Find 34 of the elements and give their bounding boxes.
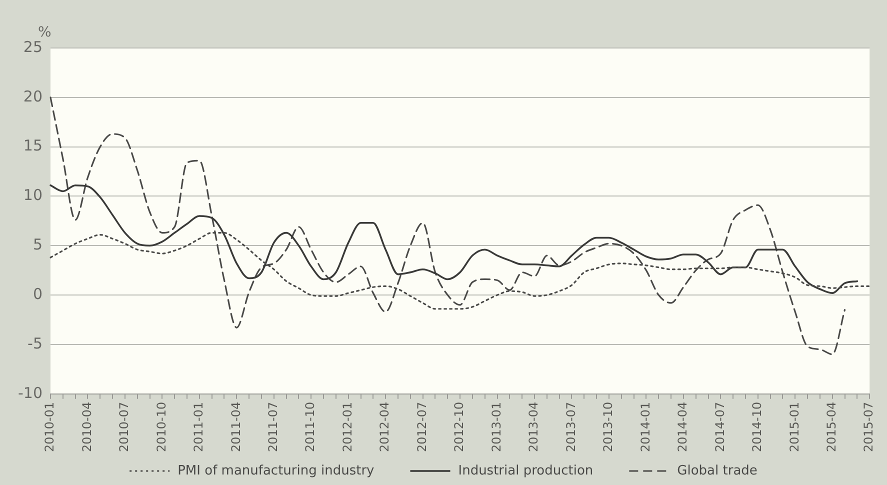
x-tick-label: 2010-10	[154, 402, 168, 452]
y-tick-label: 5	[32, 236, 42, 254]
x-tick-label: 2012-04	[378, 402, 392, 452]
y-tick-label: 20	[23, 87, 42, 106]
y-tick-label: 0	[32, 284, 42, 303]
x-tick-label: 2010-04	[80, 402, 94, 452]
x-tick-label: 2015-04	[824, 402, 838, 452]
x-tick-label: 2013-04	[526, 402, 541, 452]
x-tick-label: 2015-01	[787, 402, 802, 452]
y-tick-label: 15	[23, 136, 42, 155]
x-tick-label: 2014-01	[638, 402, 652, 452]
x-tick-label: 2011-07	[266, 402, 280, 452]
y-tick-label: -5	[28, 334, 42, 352]
x-tick-label: 2010-01	[42, 402, 57, 452]
x-tick-label: 2013-10	[601, 402, 616, 452]
x-tick-label: 2010-07	[117, 402, 132, 452]
x-tick-label: 2014-10	[750, 402, 764, 452]
x-tick-label: 2012-07	[414, 402, 429, 452]
x-tick-label: 2015-07	[862, 402, 876, 452]
y-tick-label: 10	[23, 186, 42, 204]
legend-label: PMI of manufacturing industry	[178, 463, 375, 478]
x-tick-label: 2011-10	[303, 402, 318, 452]
line-series	[50, 184, 858, 294]
x-tick-label: 2011-04	[228, 402, 243, 452]
legend-label: Industrial production	[458, 463, 594, 478]
x-tick-label: 2011-01	[192, 402, 206, 452]
legend-label: Global trade	[677, 463, 758, 478]
y-tick-label: -10	[18, 384, 42, 402]
x-tick-label: 2013-01	[489, 402, 504, 452]
x-tick-label: 2014-07	[712, 402, 727, 452]
x-tick-label: 2014-04	[676, 402, 690, 452]
x-tick-label: 2013-07	[564, 402, 578, 452]
x-tick-label: 2012-01	[340, 402, 354, 452]
x-tick-label: 2012-10	[452, 402, 466, 452]
